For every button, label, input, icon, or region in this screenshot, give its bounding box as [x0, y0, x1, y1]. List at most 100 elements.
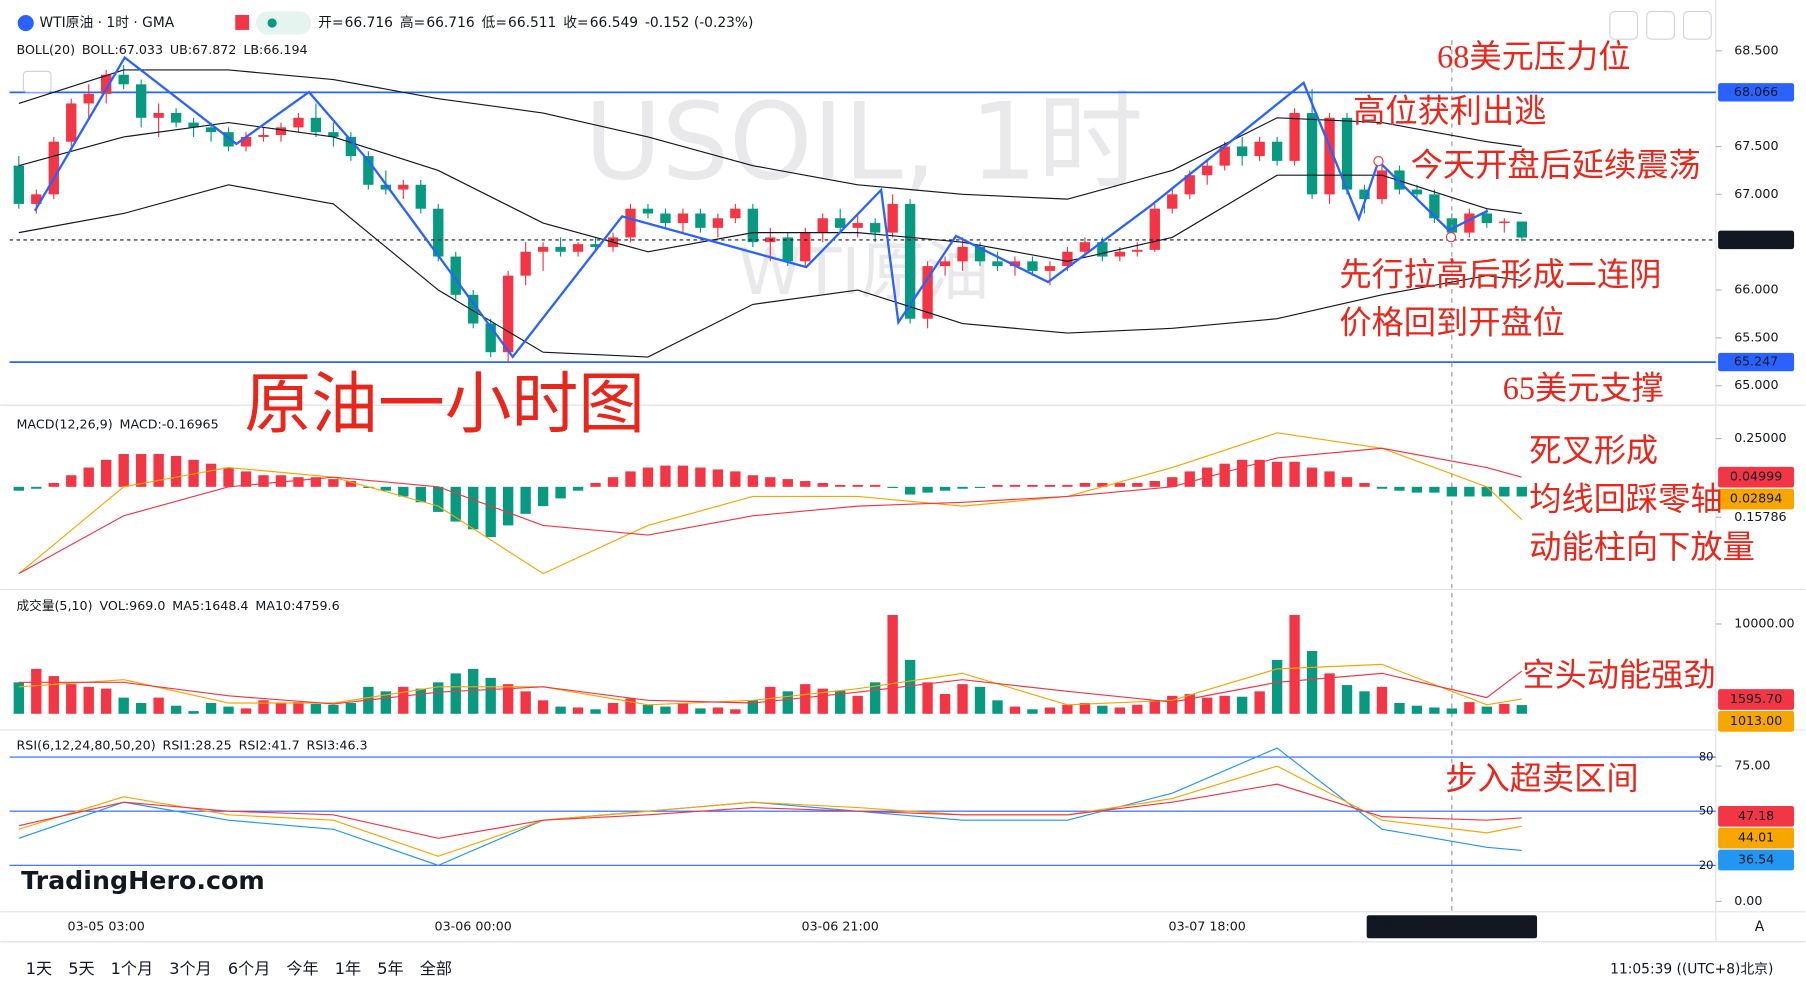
- indicator-legend: MA5:1648.4: [172, 598, 248, 613]
- value-badge-label: 47.18: [1738, 808, 1774, 823]
- value-badge-label: 0.02894: [1730, 491, 1782, 506]
- candle-body: [83, 93, 94, 104]
- price-badge: [1718, 352, 1795, 372]
- volume-bar: [135, 703, 147, 714]
- y-tick-label: 0.25000: [1734, 430, 1786, 445]
- watermark-symbol: USOIL, 1时: [584, 80, 1143, 203]
- button[interactable]: [1682, 10, 1712, 40]
- volume-bar: [747, 700, 759, 714]
- macd-bar: [939, 486, 951, 491]
- range-button[interactable]: 1个月: [111, 959, 153, 978]
- indicator-legend: MACD(12,26,9): [17, 416, 113, 431]
- value-badge-label: 36.54: [1738, 852, 1774, 867]
- candle-body: [240, 136, 252, 147]
- macd-bar: [887, 486, 898, 488]
- indicator-line: [18, 69, 1522, 200]
- volume-bar: [939, 694, 951, 714]
- range-button[interactable]: 1天: [26, 959, 52, 978]
- volume-bar: [1271, 659, 1283, 714]
- candle-body: [1306, 113, 1318, 195]
- candle-body: [537, 246, 549, 252]
- auto-button[interactable]: A: [1755, 919, 1765, 935]
- macd-bar: [433, 486, 444, 512]
- macd-bar: [1359, 482, 1370, 487]
- candle-body: [887, 203, 898, 233]
- candle-body: [1271, 141, 1283, 161]
- candle-body: [817, 218, 828, 233]
- macd-bar: [450, 486, 461, 522]
- range-button[interactable]: 5年: [377, 959, 403, 978]
- macd-bar: [1184, 471, 1195, 487]
- volume-bar: [852, 695, 863, 714]
- value-badge: [1718, 805, 1795, 827]
- range-button[interactable]: 今年: [286, 959, 318, 978]
- macd-bar: [415, 486, 426, 503]
- candle-body: [328, 132, 339, 137]
- y-tick-label: 10000.00: [1734, 615, 1794, 630]
- range-button[interactable]: 全部: [420, 959, 452, 978]
- candle-body: [170, 113, 182, 123]
- macd-bar: [1324, 471, 1335, 487]
- candle-body: [712, 218, 724, 228]
- macd-bar: [625, 471, 636, 487]
- top-buttons: [22, 10, 1712, 93]
- logo: TradingHero.com: [21, 865, 265, 895]
- volume-bar: [800, 684, 811, 714]
- candle-body: [1114, 251, 1126, 257]
- range-button[interactable]: 6个月: [228, 959, 270, 978]
- volume-bar: [607, 703, 619, 714]
- macd-bar: [1027, 484, 1038, 487]
- candle-body: [1184, 175, 1195, 195]
- annotation: 先行拉高后形成二连阴: [1339, 255, 1661, 293]
- volume-bar: [1359, 691, 1370, 714]
- macd-bar: [765, 477, 776, 487]
- volume-bar: [974, 686, 986, 714]
- volume-bar: [1167, 695, 1178, 714]
- value-badge: [1718, 689, 1795, 710]
- volume-bar: [677, 703, 689, 714]
- crosshair-label: 周一 2025-03-10 07:00: [1380, 918, 1523, 933]
- last-price-label: 66.524: [1734, 231, 1778, 246]
- button[interactable]: [1646, 10, 1675, 40]
- indicator-legend: LB:66.194: [243, 42, 307, 57]
- volume-bar: [835, 690, 846, 714]
- indicator-legend: RSI2:41.7: [239, 738, 300, 753]
- volume-bar: [66, 684, 77, 714]
- volume-bar: [869, 682, 881, 714]
- volume-bar: [188, 711, 199, 714]
- indicator-legend: RSI3:46.3: [307, 738, 368, 753]
- x-tick-label: 03-06 00:00: [435, 918, 512, 933]
- range-button[interactable]: 3个月: [169, 959, 211, 978]
- candle-body: [1027, 261, 1038, 271]
- macd-bar: [1254, 459, 1265, 487]
- candle-body: [1167, 194, 1178, 209]
- candle-body: [1097, 242, 1108, 257]
- indicator-line: [18, 432, 1523, 575]
- collapse-button[interactable]: [22, 70, 52, 93]
- macd-bar: [240, 471, 252, 487]
- indicator-legend: RSI(6,12,24,80,50,20): [17, 738, 156, 753]
- range-button[interactable]: 1年: [335, 959, 361, 978]
- macd-bar: [1236, 459, 1248, 487]
- annotation: 步入超卖区间: [1445, 760, 1638, 798]
- candle-body: [101, 74, 112, 94]
- annotation: 空头动能强劲: [1522, 656, 1715, 694]
- volume-bar: [1079, 703, 1091, 714]
- macd-bar: [1376, 486, 1388, 489]
- macd-bar: [1149, 481, 1160, 487]
- volume-bar: [1481, 706, 1493, 714]
- macd-bar: [1499, 486, 1510, 497]
- status-pill: [255, 11, 312, 35]
- annotation: 68美元压力位: [1437, 38, 1630, 74]
- range-button[interactable]: 5天: [68, 959, 94, 978]
- volume-bar: [1429, 707, 1440, 714]
- candle-body: [1324, 117, 1335, 195]
- volume-bar: [398, 686, 409, 714]
- marker: [1373, 155, 1384, 167]
- value-badge: [1718, 710, 1795, 732]
- macd-bar: [852, 484, 863, 487]
- price-badge-label: 68.066: [1734, 84, 1778, 99]
- volume-bar: [293, 702, 304, 714]
- macd-bar: [817, 482, 828, 487]
- button[interactable]: [1609, 10, 1639, 40]
